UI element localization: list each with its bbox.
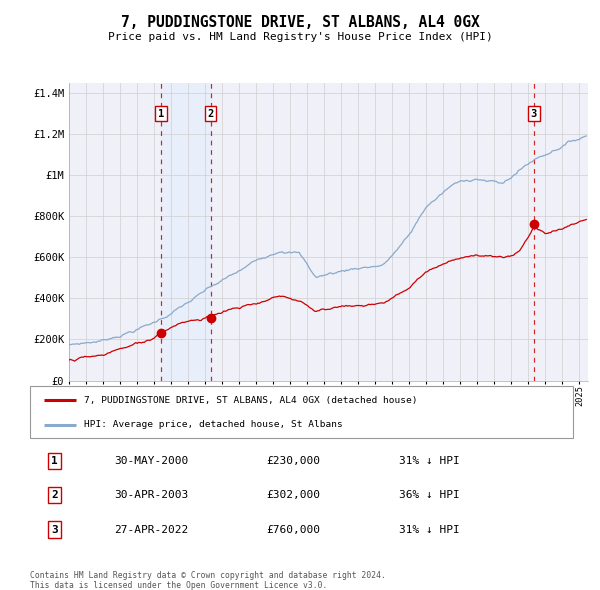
Bar bbox=[161, 83, 211, 381]
Text: 31% ↓ HPI: 31% ↓ HPI bbox=[399, 456, 460, 466]
Text: 7, PUDDINGSTONE DRIVE, ST ALBANS, AL4 0GX (detached house): 7, PUDDINGSTONE DRIVE, ST ALBANS, AL4 0G… bbox=[85, 396, 418, 405]
Text: 3: 3 bbox=[51, 525, 58, 535]
Text: 30-APR-2003: 30-APR-2003 bbox=[114, 490, 188, 500]
Text: 27-APR-2022: 27-APR-2022 bbox=[114, 525, 188, 535]
Text: HPI: Average price, detached house, St Albans: HPI: Average price, detached house, St A… bbox=[85, 420, 343, 430]
Text: 1: 1 bbox=[51, 456, 58, 466]
Text: Contains HM Land Registry data © Crown copyright and database right 2024.: Contains HM Land Registry data © Crown c… bbox=[30, 571, 386, 580]
Text: Price paid vs. HM Land Registry's House Price Index (HPI): Price paid vs. HM Land Registry's House … bbox=[107, 32, 493, 42]
Text: 2: 2 bbox=[51, 490, 58, 500]
Text: 3: 3 bbox=[531, 109, 537, 119]
Text: 2: 2 bbox=[208, 109, 214, 119]
Text: 36% ↓ HPI: 36% ↓ HPI bbox=[399, 490, 460, 500]
Text: 7, PUDDINGSTONE DRIVE, ST ALBANS, AL4 0GX: 7, PUDDINGSTONE DRIVE, ST ALBANS, AL4 0G… bbox=[121, 15, 479, 30]
Text: This data is licensed under the Open Government Licence v3.0.: This data is licensed under the Open Gov… bbox=[30, 581, 328, 589]
Text: £230,000: £230,000 bbox=[266, 456, 320, 466]
Text: 30-MAY-2000: 30-MAY-2000 bbox=[114, 456, 188, 466]
Text: 31% ↓ HPI: 31% ↓ HPI bbox=[399, 525, 460, 535]
Text: £760,000: £760,000 bbox=[266, 525, 320, 535]
Text: 1: 1 bbox=[158, 109, 164, 119]
Text: £302,000: £302,000 bbox=[266, 490, 320, 500]
